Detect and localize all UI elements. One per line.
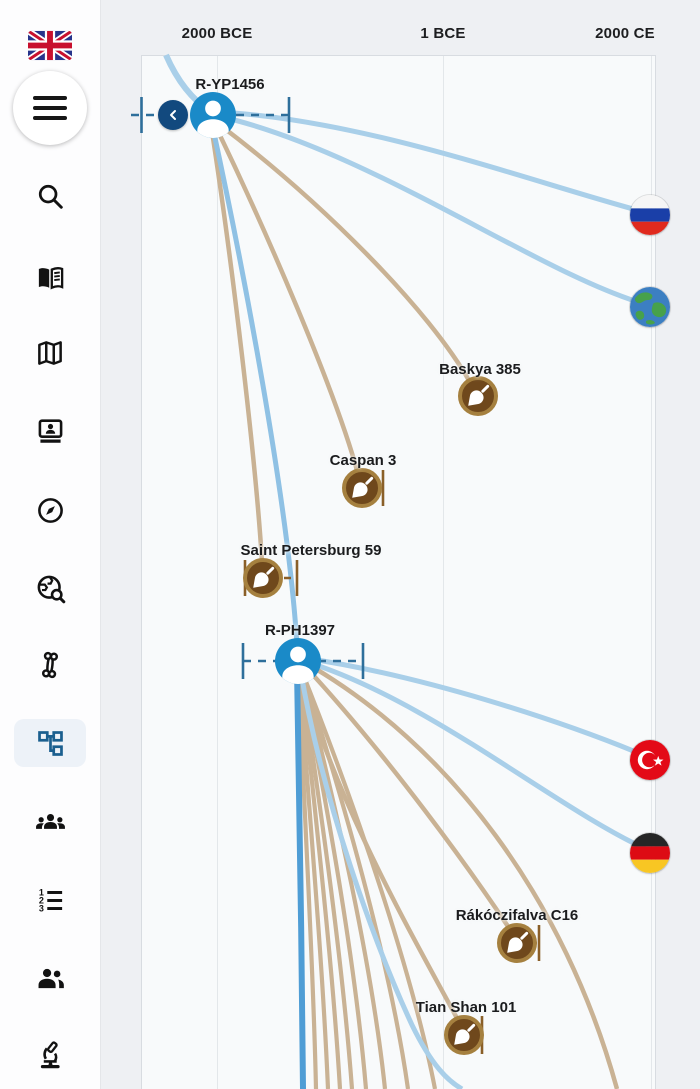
- world-search-icon: [37, 575, 65, 603]
- sidebar-item-map[interactable]: [14, 329, 86, 377]
- lineage-curves: [163, 53, 650, 1089]
- person-icon: [282, 646, 314, 684]
- book-icon: [38, 266, 63, 289]
- sidebar-item-bone[interactable]: [14, 641, 86, 689]
- trowel-icon: [352, 476, 374, 498]
- menu-icon: [33, 96, 67, 100]
- globe-earth-icon: [630, 287, 670, 327]
- groups-icon: [35, 813, 65, 829]
- compass-icon: [37, 497, 63, 523]
- svg-text:3: 3: [38, 903, 43, 913]
- collapse-parent-button[interactable]: [158, 100, 188, 130]
- microscope-icon: [40, 1040, 60, 1068]
- trowel-icon: [507, 931, 529, 953]
- node-label: Baskya 385: [439, 361, 521, 378]
- sidebar-item-groups[interactable]: [14, 798, 86, 846]
- svg-text:1: 1: [38, 887, 43, 897]
- sidebar-item-microscope[interactable]: [14, 1031, 86, 1079]
- node-label: Tian Shan 101: [415, 999, 517, 1016]
- terminal-node-russia[interactable]: [630, 195, 670, 235]
- node-label: Saint Petersburg 59: [240, 542, 382, 559]
- sidebar-item-tree[interactable]: [14, 719, 86, 767]
- chevron-left-icon: [170, 110, 176, 120]
- haplogroup-node-r-yp1456[interactable]: [190, 92, 236, 138]
- sidebar-item-search[interactable]: [14, 172, 86, 220]
- russia-flag-icon: [630, 195, 670, 235]
- timeline-tick-2000ce: 2000 CE: [595, 25, 655, 42]
- terminal-node-turkey[interactable]: [630, 740, 670, 780]
- trowel-icon: [454, 1023, 476, 1045]
- search-icon: [38, 184, 63, 209]
- menu-button[interactable]: [13, 71, 87, 145]
- plot-area: [141, 55, 656, 1089]
- node-label: R-YP1456: [195, 76, 265, 93]
- node-label: R-PH1397: [264, 622, 336, 639]
- terminal-node-germany[interactable]: [630, 833, 670, 873]
- germany-flag-icon: [630, 833, 670, 873]
- turkey-flag-icon: [630, 740, 670, 780]
- people-icon: [38, 968, 64, 988]
- sidebar-item-id-card[interactable]: [14, 406, 86, 454]
- ancient-sample-node-tian-shan-101[interactable]: [444, 1015, 484, 1055]
- sidebar-item-people[interactable]: [14, 954, 86, 1002]
- ancient-sample-node-baskya-385[interactable]: [458, 376, 498, 416]
- language-selector-uk-flag[interactable]: [28, 30, 72, 66]
- sidebar-item-numbered-list[interactable]: 1 2 3: [14, 876, 86, 924]
- ancient-sample-node-caspan-3[interactable]: [342, 468, 382, 508]
- terminal-node-world[interactable]: [630, 287, 670, 327]
- svg-text:2: 2: [38, 895, 43, 905]
- timeline-tick-1bce: 1 BCE: [420, 25, 466, 42]
- trowel-icon: [468, 384, 490, 406]
- trowel-icon: [253, 566, 275, 588]
- timeline-tick-2000bce: 2000 BCE: [181, 25, 253, 42]
- node-label: Caspan 3: [329, 452, 397, 469]
- sidebar-item-world-search[interactable]: [14, 564, 86, 612]
- sidebar-item-book[interactable]: [14, 253, 86, 301]
- ancient-sample-node-saint-petersburg-59[interactable]: [243, 558, 283, 598]
- numbered-list-icon: 1 2 3: [38, 887, 62, 913]
- sidebar: 1 2 3: [0, 0, 101, 1089]
- person-icon: [197, 100, 229, 138]
- tree-schema-icon: [37, 730, 63, 756]
- ancient-sample-node-rakoczifalva-c16[interactable]: [497, 923, 537, 963]
- bone-icon: [41, 651, 59, 679]
- id-card-icon: [38, 418, 62, 443]
- sidebar-item-compass[interactable]: [14, 486, 86, 534]
- node-label: Rákóczifalva C16: [455, 907, 579, 924]
- map-icon: [38, 341, 62, 365]
- uk-flag-icon: [28, 30, 72, 61]
- haplogroup-node-r-ph1397[interactable]: [275, 638, 321, 684]
